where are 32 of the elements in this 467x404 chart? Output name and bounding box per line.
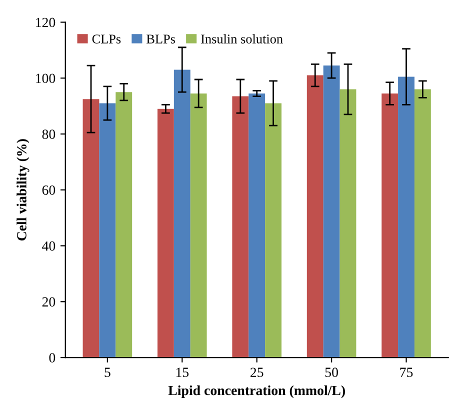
legend-label: BLPs: [146, 34, 176, 44]
bar: [232, 96, 249, 358]
y-tick-label: 40: [42, 241, 56, 251]
y-axis-title: Cell viability (%): [16, 139, 30, 241]
bar: [99, 103, 116, 358]
legend-label: CLPs: [92, 34, 121, 44]
bar: [306, 75, 324, 358]
y-tick-label: 100: [36, 74, 56, 84]
bar: [414, 89, 431, 358]
bar: [116, 92, 132, 358]
bar: [248, 93, 266, 358]
y-tick-label: 0: [49, 353, 56, 362]
y-tick-label: 120: [36, 18, 56, 28]
bar: [82, 99, 100, 358]
y-tick-label: 80: [42, 130, 56, 139]
bar: [157, 108, 174, 358]
bar: [323, 66, 340, 358]
bar: [265, 103, 282, 358]
bar: [398, 76, 414, 358]
bar: [190, 93, 207, 358]
bar: [340, 89, 356, 358]
y-tick-label: 20: [42, 297, 56, 307]
x-tick-label: 15: [176, 368, 189, 378]
bar: [174, 70, 190, 358]
y-tick-label: 60: [42, 185, 56, 195]
x-tick-label: 5: [104, 368, 110, 378]
x-tick-label: 50: [325, 368, 338, 378]
x-axis-title: Lipid concentration (mmol/L): [168, 385, 345, 398]
x-tick-label: 25: [250, 368, 264, 378]
x-tick-label: 75: [400, 368, 413, 378]
bar: [382, 93, 398, 358]
legend-label: Insulin solution: [201, 34, 283, 44]
